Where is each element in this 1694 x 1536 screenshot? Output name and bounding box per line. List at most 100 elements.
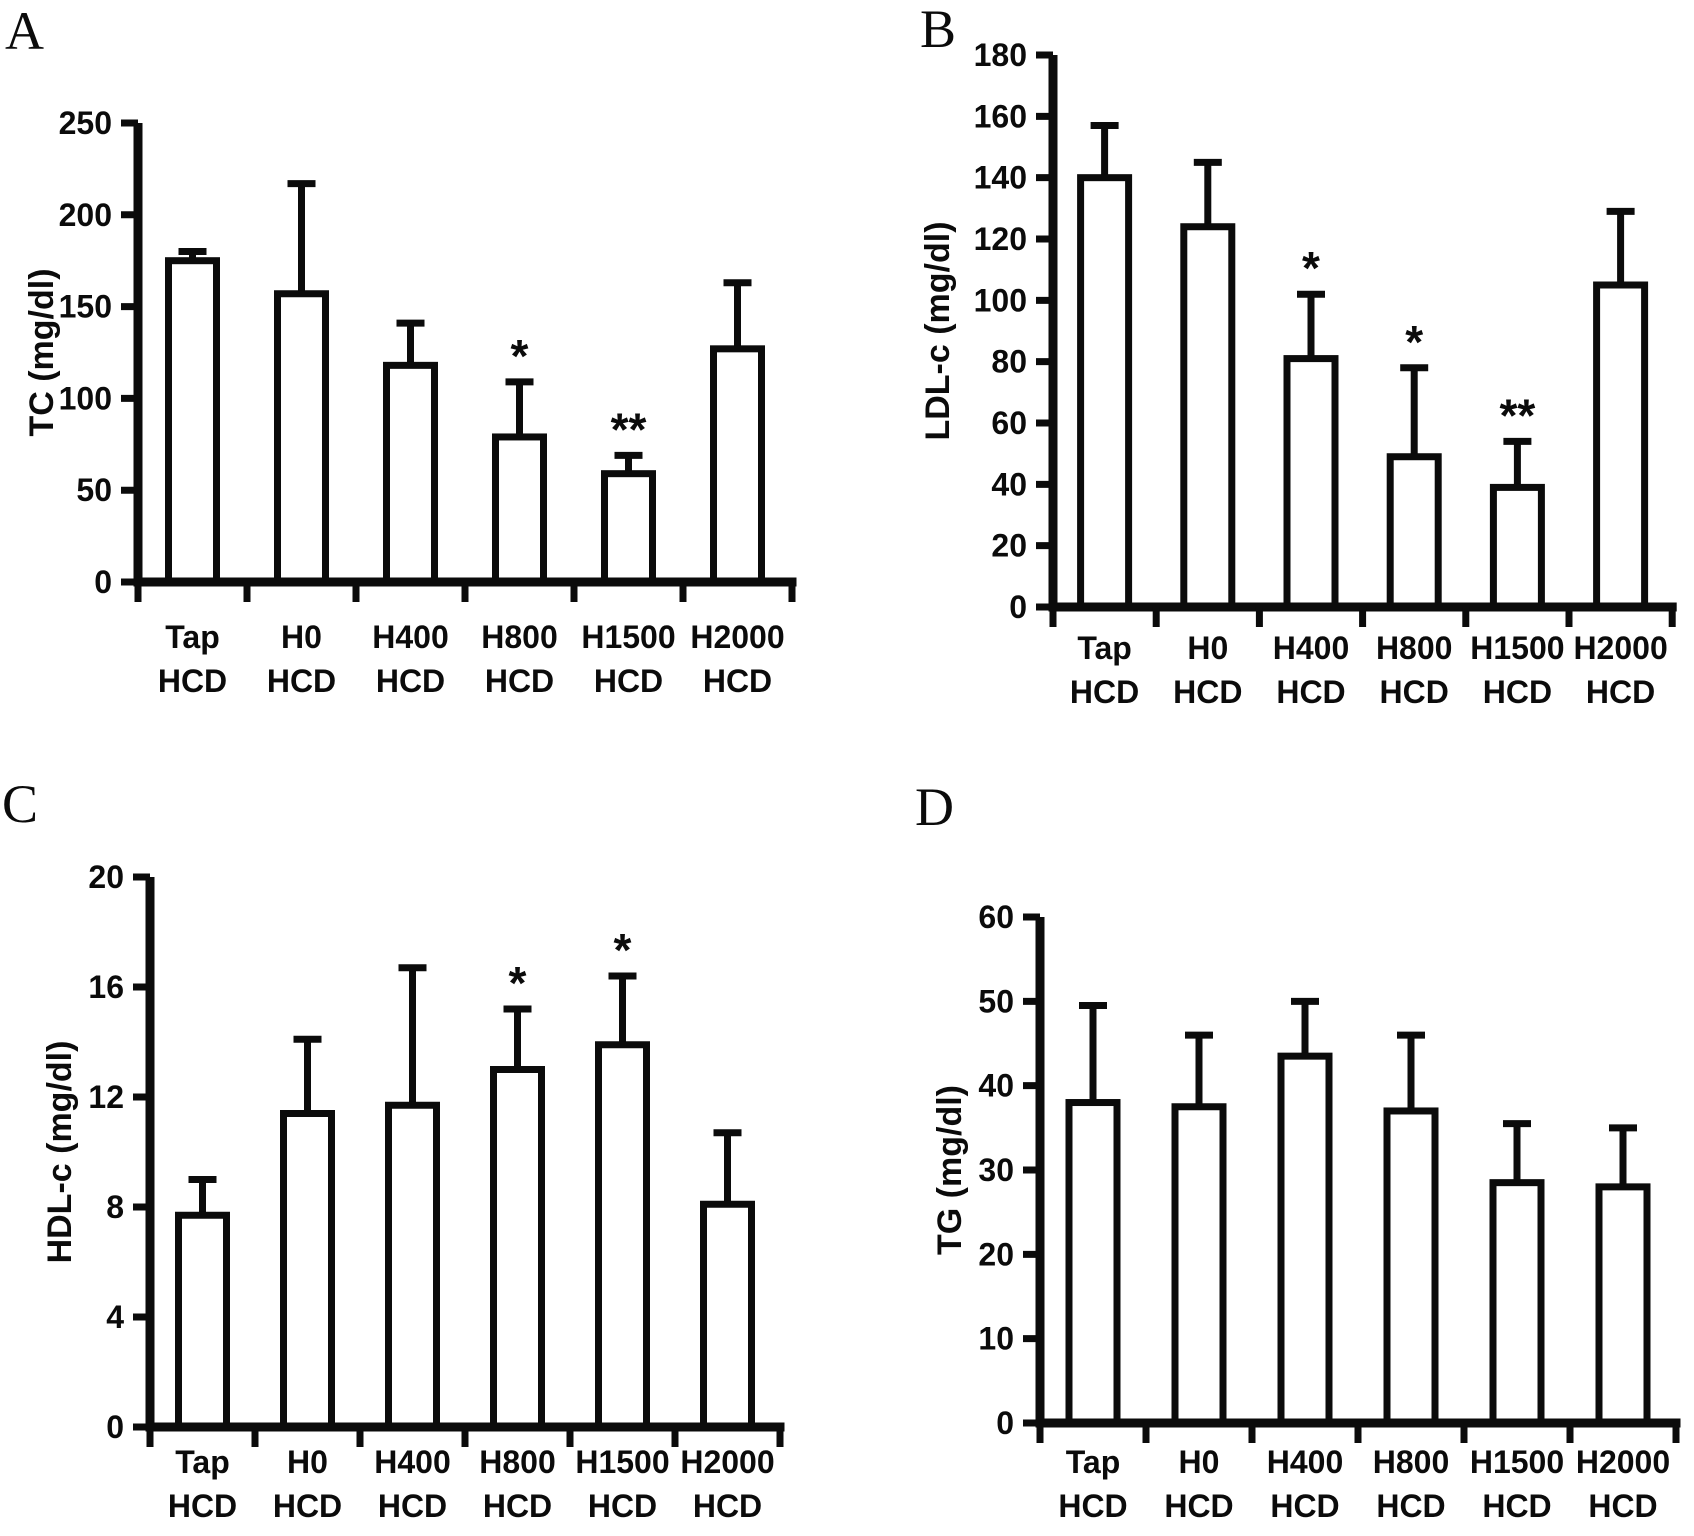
category-label-line2: HCD [588,1488,657,1524]
category-label-line2: HCD [1270,1488,1339,1524]
category-label-line1: Tap [1077,630,1132,666]
category-label-line1: H2000 [680,1444,774,1480]
category-label-line1: H1500 [575,1444,669,1480]
y-tick-label: 8 [106,1189,124,1225]
y-tick-label: 150 [59,289,112,325]
category-label-line2: HCD [485,663,554,699]
category-label-line2: HCD [168,1488,237,1524]
category-label-line1: H0 [287,1444,328,1480]
bar [1171,1103,1227,1427]
bar [385,1101,440,1431]
category-label-line1: H0 [281,619,322,655]
category-label-line2: HCD [1070,674,1139,710]
category-label-line1: H0 [1179,1444,1220,1480]
y-tick-label: 20 [991,528,1027,564]
category-label-line2: HCD [273,1488,342,1524]
y-tick-label: 0 [1009,589,1027,625]
category-label-line1: H2000 [1573,630,1667,666]
category-label-line2: HCD [1482,1488,1551,1524]
category-label-line1: H800 [1373,1444,1450,1480]
panel-letter-a: A [5,1,44,61]
category-label-line2: HCD [1058,1488,1127,1524]
bar [1180,223,1236,611]
category-label-line2: HCD [1380,674,1449,710]
significance-marker: * [1302,242,1320,294]
bar [280,1110,335,1431]
category-label-line2: HCD [1376,1488,1445,1524]
y-tick-label: 0 [106,1409,124,1445]
category-label-line2: HCD [1276,674,1345,710]
category-label-line1: H2000 [690,619,784,655]
bar [383,361,438,586]
y-tick-label: 0 [94,564,112,600]
y-tick-label: 120 [974,221,1027,257]
bar [490,1066,545,1431]
category-label-line2: HCD [693,1488,762,1524]
y-tick-label: 250 [59,105,112,141]
category-label-line1: H400 [1267,1444,1344,1480]
y-tick-label: 140 [974,160,1027,196]
y-tick-label: 100 [59,380,112,416]
significance-marker: * [614,924,632,976]
category-label-line2: HCD [1588,1488,1657,1524]
category-label-line2: HCD [1164,1488,1233,1524]
y-tick-label: 40 [991,466,1027,502]
category-label-line2: HCD [1483,674,1552,710]
bar [700,1200,755,1431]
significance-marker: * [1405,316,1423,368]
category-label-line1: H800 [481,619,558,655]
bar [710,345,765,586]
bar [1077,174,1133,611]
significance-marker: * [509,957,527,1009]
category-label-line2: HCD [1586,674,1655,710]
category-label-line2: HCD [158,663,227,699]
y-tick-label: 180 [974,37,1027,73]
category-label-line1: H400 [1273,630,1350,666]
category-label-line2: HCD [483,1488,552,1524]
category-label-line2: HCD [378,1488,447,1524]
category-label-line1: H1500 [1470,1444,1564,1480]
y-tick-label: 60 [978,899,1014,935]
bar [595,1041,650,1431]
y-axis-title: TG (mg/dl) [931,1085,969,1255]
category-label-line1: H400 [372,619,449,655]
significance-marker: ** [1499,389,1535,441]
y-tick-label: 100 [974,282,1027,318]
significance-marker: ** [611,403,647,455]
category-label-line2: HCD [267,663,336,699]
bar [1593,281,1649,611]
y-axis-title: TC (mg/dl) [23,268,61,436]
bar [1489,483,1545,611]
y-axis-title: LDL-c (mg/dl) [919,221,957,440]
y-tick-label: 20 [978,1236,1014,1272]
y-tick-label: 160 [974,98,1027,134]
y-tick-label: 30 [978,1152,1014,1188]
y-axis-title: HDL-c (mg/dl) [41,1041,79,1264]
category-label-line1: H800 [1376,630,1453,666]
significance-marker: * [511,330,529,382]
panel-letter-d: D [915,777,954,837]
y-tick-label: 50 [76,472,112,508]
category-label-line1: H1500 [581,619,675,655]
bar [601,470,656,586]
bar [492,433,547,586]
category-label-line2: HCD [594,663,663,699]
panel-letter-c: C [2,774,39,834]
category-label-line2: HCD [376,663,445,699]
y-tick-label: 10 [978,1321,1014,1357]
y-tick-label: 4 [106,1299,124,1335]
category-label-line1: H0 [1187,630,1228,666]
category-label-line1: H800 [479,1444,556,1480]
y-tick-label: 0 [996,1405,1014,1441]
category-label-line2: HCD [703,663,772,699]
category-label-line2: HCD [1173,674,1242,710]
bar [1283,355,1339,611]
bar [274,290,329,586]
category-label-line1: Tap [165,619,220,655]
bar [1489,1179,1545,1427]
panel-letter-b: B [920,0,957,59]
bar [165,257,220,586]
y-tick-label: 40 [978,1068,1014,1104]
